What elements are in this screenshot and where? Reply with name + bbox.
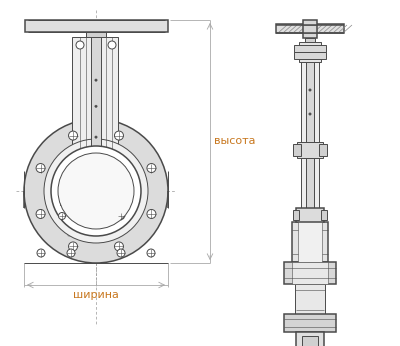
Bar xyxy=(297,142,323,158)
Bar xyxy=(88,191,104,208)
Bar xyxy=(292,262,328,284)
Circle shape xyxy=(147,249,155,257)
Bar xyxy=(292,222,328,262)
Text: высота: высота xyxy=(214,137,256,146)
Bar xyxy=(58,208,132,236)
Bar xyxy=(296,332,324,346)
Circle shape xyxy=(68,242,78,251)
Bar xyxy=(68,208,122,236)
Bar xyxy=(301,158,319,208)
Circle shape xyxy=(76,41,84,49)
Bar xyxy=(276,24,344,33)
Bar xyxy=(284,314,336,332)
Bar xyxy=(72,37,118,191)
Text: ширина: ширина xyxy=(73,290,119,300)
Circle shape xyxy=(147,164,156,173)
Circle shape xyxy=(309,113,311,115)
Circle shape xyxy=(36,209,45,218)
Bar xyxy=(303,20,317,38)
Bar xyxy=(68,191,122,208)
Bar xyxy=(305,38,315,42)
Bar xyxy=(294,52,326,59)
Circle shape xyxy=(67,249,75,257)
Circle shape xyxy=(68,131,78,140)
Bar xyxy=(298,222,322,262)
Bar xyxy=(25,20,168,32)
Bar xyxy=(295,284,325,314)
Circle shape xyxy=(58,212,66,219)
Bar xyxy=(293,210,299,220)
Bar xyxy=(60,194,68,205)
Bar xyxy=(86,32,106,37)
Circle shape xyxy=(114,131,124,140)
Bar xyxy=(293,144,301,156)
Circle shape xyxy=(95,136,97,138)
Circle shape xyxy=(37,249,45,257)
Bar xyxy=(321,210,327,220)
Bar xyxy=(306,62,314,142)
Circle shape xyxy=(114,242,124,251)
Circle shape xyxy=(51,146,141,236)
Bar xyxy=(284,262,336,284)
Bar xyxy=(306,158,314,208)
Bar xyxy=(91,37,101,191)
Bar xyxy=(299,42,321,62)
Circle shape xyxy=(44,139,148,243)
Bar xyxy=(319,144,327,156)
Bar xyxy=(296,208,324,222)
Circle shape xyxy=(117,249,125,257)
Circle shape xyxy=(36,164,45,173)
Circle shape xyxy=(58,153,134,229)
Circle shape xyxy=(309,89,311,91)
Circle shape xyxy=(108,41,116,49)
Circle shape xyxy=(95,79,97,81)
Bar xyxy=(301,62,319,142)
Circle shape xyxy=(24,119,168,263)
Bar xyxy=(302,336,318,346)
Bar xyxy=(294,45,326,52)
Circle shape xyxy=(147,209,156,218)
Circle shape xyxy=(118,212,124,219)
Circle shape xyxy=(95,105,97,108)
Bar xyxy=(122,194,130,205)
